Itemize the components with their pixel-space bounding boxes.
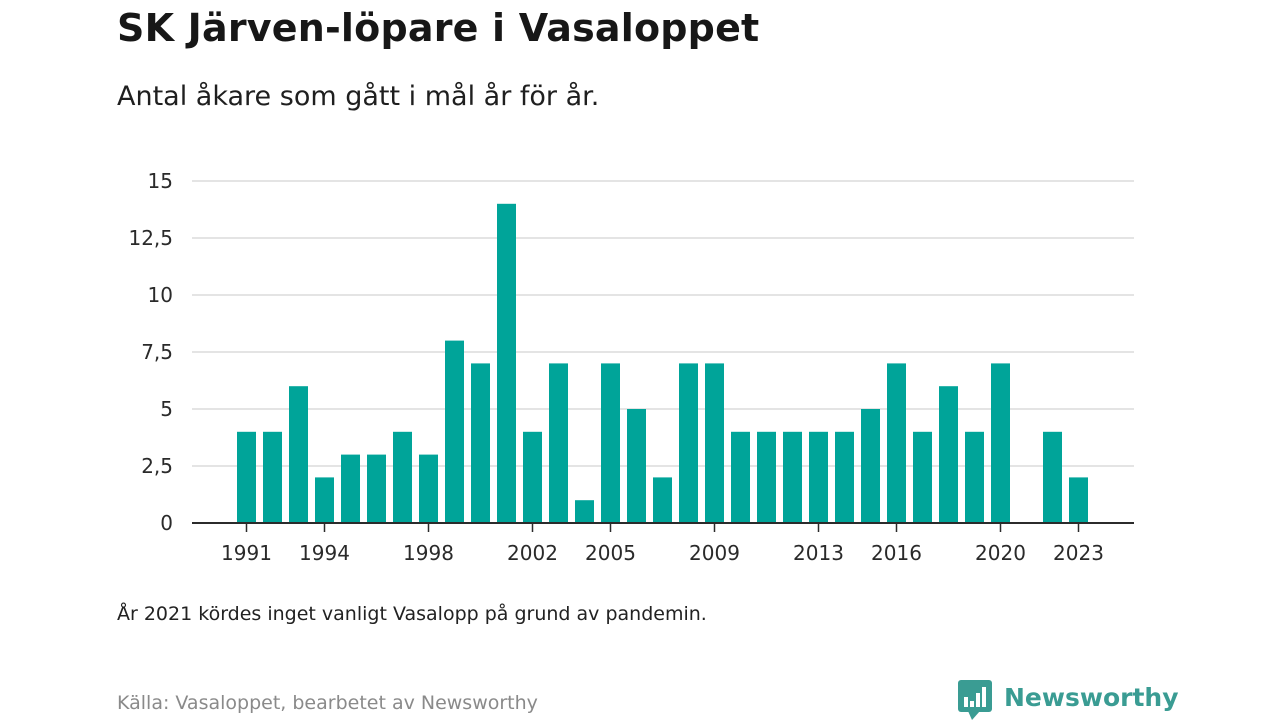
x-tick-label: 2023 [1053, 541, 1104, 565]
bar-2014 [835, 431, 854, 523]
bar-1999 [445, 340, 464, 523]
bar-1995 [341, 454, 360, 523]
bar-2018 [939, 386, 958, 523]
bar-2008 [679, 363, 698, 523]
y-axis-labels: 0 2,5 5 7,5 10 12,5 15 [128, 169, 173, 535]
bar-2004 [575, 500, 594, 523]
bar-2017 [913, 431, 932, 523]
y-tick-label: 10 [148, 283, 173, 307]
bar-2007 [653, 477, 672, 523]
bar-1997 [393, 431, 412, 523]
chart-note: År 2021 kördes inget vanligt Vasalopp på… [117, 603, 707, 625]
bar-1998 [419, 454, 438, 523]
bars [237, 203, 1088, 524]
bar-2006 [627, 409, 646, 523]
bar-1994 [315, 477, 334, 523]
bar-2003 [549, 363, 568, 523]
bar-1992 [263, 431, 282, 523]
bar-2005 [601, 363, 620, 523]
y-tick-label: 7,5 [141, 340, 173, 364]
bar-2000 [471, 363, 490, 523]
bar-1993 [289, 386, 308, 523]
x-axis-labels: 1991 1994 1998 2002 2005 2009 2013 2016 2020 2023 [221, 541, 1104, 565]
bar-2020 [991, 363, 1010, 523]
bar-1996 [367, 454, 386, 523]
y-tick-label: 5 [160, 397, 173, 421]
x-tick-label: 2020 [975, 541, 1026, 565]
y-tick-label: 12,5 [128, 226, 173, 250]
x-tick-label: 1994 [299, 541, 350, 565]
bar-2019 [965, 431, 984, 523]
newsworthy-logo-icon [958, 680, 992, 720]
y-tick-label: 15 [148, 169, 173, 193]
bar-2022 [1043, 431, 1062, 523]
bar-2001 [497, 203, 516, 524]
bar-2023 [1069, 477, 1088, 523]
bar-2016 [887, 363, 906, 523]
x-tick-label: 2005 [585, 541, 636, 565]
y-tick-label: 0 [160, 511, 173, 535]
newsworthy-logo-text: Newsworthy [1004, 682, 1179, 712]
chart-title: SK Järven-löpare i Vasaloppet [117, 6, 760, 50]
x-tick-label: 2009 [689, 541, 740, 565]
x-tick-label: 1991 [221, 541, 272, 565]
newsworthy-logo: Newsworthy [958, 680, 1179, 720]
y-tick-label: 2,5 [141, 454, 173, 478]
x-tick-label: 2016 [871, 541, 922, 565]
bar-2015 [861, 409, 880, 523]
chart-subtitle: Antal åkare som gått i mål år för år. [117, 81, 600, 112]
bar-2011 [757, 431, 776, 523]
bar-2009 [705, 363, 724, 523]
bar-2010 [731, 431, 750, 523]
chart-source: Källa: Vasaloppet, bearbetet av Newswort… [117, 692, 538, 714]
x-tick-label: 2002 [507, 541, 558, 565]
bar-1991 [237, 431, 256, 523]
x-axis [192, 522, 1134, 532]
bar-2012 [783, 431, 802, 523]
bar-chart: 0 2,5 5 7,5 10 12,5 15 1991 1994 1998 2002 2005 200… [128, 169, 1134, 565]
bar-2013 [809, 431, 828, 523]
x-tick-label: 2013 [793, 541, 844, 565]
x-tick-label: 1998 [403, 541, 454, 565]
bar-2002 [523, 431, 542, 523]
